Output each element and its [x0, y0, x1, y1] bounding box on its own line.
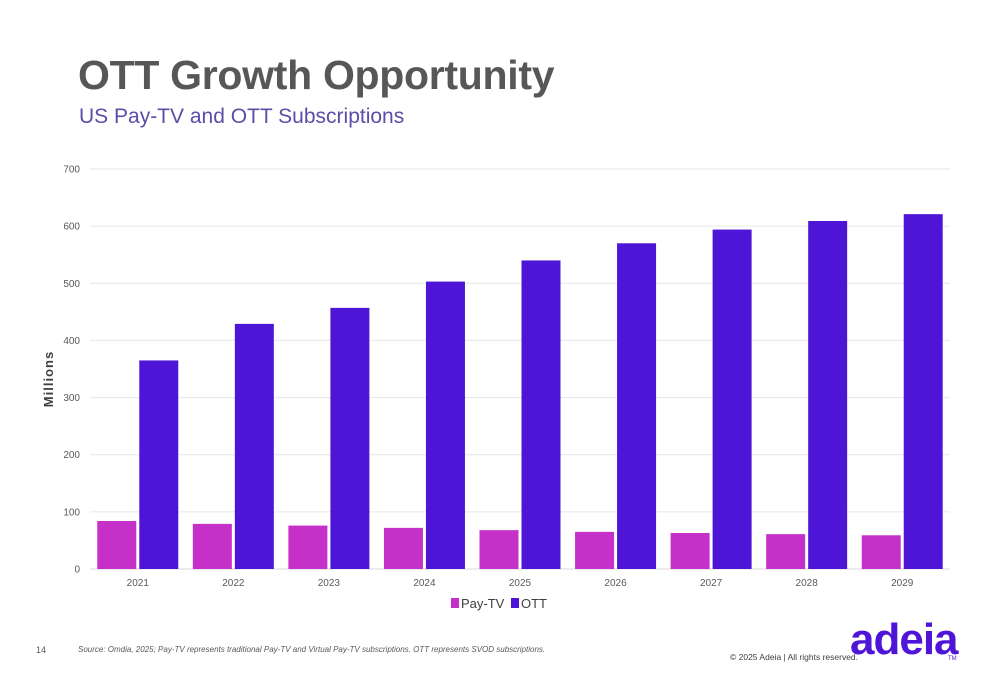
legend-swatch-ott [511, 598, 519, 608]
pay-tv-bar [97, 521, 137, 569]
ott-bar [903, 214, 943, 569]
legend-swatch-pay-tv [451, 598, 459, 608]
ott-bar [139, 360, 179, 569]
ott-bar [712, 229, 752, 570]
y-tick-label: 300 [63, 393, 80, 404]
page-number: 14 [36, 645, 47, 655]
pay-tv-bar [766, 534, 806, 569]
copyright-text: © 2025 Adeia | All rights reserved. [730, 652, 859, 662]
bar-chart: 0 100 200 300 400 500 600 700 Millions 2021 2022 20… [41, 165, 950, 611]
ott-bar [425, 281, 465, 569]
y-tick-label: 400 [63, 336, 80, 347]
x-tick-label: 2029 [891, 578, 914, 589]
slide-subtitle: US Pay-TV and OTT Subscriptions [79, 105, 405, 128]
ott-bar [617, 243, 657, 570]
pay-tv-bar [479, 530, 519, 569]
pay-tv-bar [670, 533, 710, 569]
y-tick-label: 200 [63, 450, 80, 461]
logo-trademark: TM [948, 656, 957, 662]
y-axis-label: Millions [41, 351, 56, 407]
x-tick-label: 2023 [318, 578, 341, 589]
y-tick-label: 500 [63, 279, 80, 290]
pay-tv-bar [575, 531, 615, 569]
ott-bar [234, 323, 274, 569]
slide-title: OTT Growth Opportunity [78, 52, 555, 98]
ott-bar [330, 307, 370, 569]
source-note: Source: Omdia, 2025; Pay-TV represents t… [78, 645, 546, 654]
x-tick-label: 2021 [127, 578, 150, 589]
x-tick-label: 2024 [413, 578, 436, 589]
pay-tv-bar [383, 527, 423, 569]
y-tick-label: 100 [63, 507, 80, 518]
y-tick-label: 600 [63, 222, 80, 233]
pay-tv-bar [192, 523, 232, 569]
y-tick-label: 700 [63, 165, 80, 176]
y-tick-label: 0 [74, 565, 80, 576]
x-tick-label: 2028 [796, 578, 819, 589]
x-tick-label: 2027 [700, 578, 723, 589]
adeia-logo: adeia [850, 615, 959, 664]
legend-label-ott: OTT [521, 596, 547, 611]
x-tick-label: 2026 [604, 578, 627, 589]
pay-tv-bar [288, 525, 328, 569]
ott-bar [521, 260, 561, 569]
x-tick-label: 2022 [222, 578, 245, 589]
legend-label-pay-tv: Pay-TV [461, 596, 505, 611]
pay-tv-bar [861, 535, 901, 569]
ott-bar [808, 221, 848, 569]
x-tick-label: 2025 [509, 578, 532, 589]
